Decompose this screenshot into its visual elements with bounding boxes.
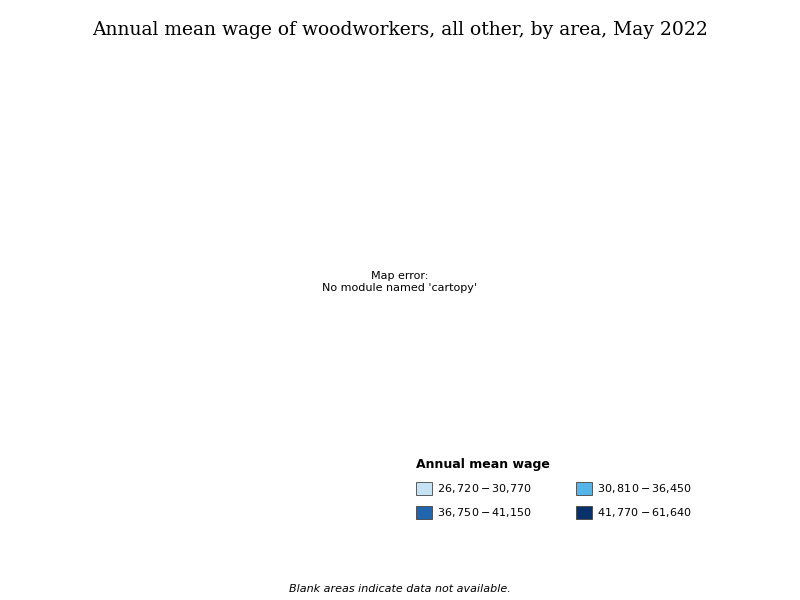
Text: Blank areas indicate data not available.: Blank areas indicate data not available. [289, 584, 511, 594]
Text: $36,750 - $41,150: $36,750 - $41,150 [437, 506, 532, 519]
Text: $30,810 - $36,450: $30,810 - $36,450 [597, 482, 692, 495]
Text: Annual mean wage: Annual mean wage [416, 458, 550, 471]
Text: Map error:
No module named 'cartopy': Map error: No module named 'cartopy' [322, 271, 478, 293]
Text: $41,770 - $61,640: $41,770 - $61,640 [597, 506, 691, 519]
Text: Annual mean wage of woodworkers, all other, by area, May 2022: Annual mean wage of woodworkers, all oth… [92, 21, 708, 39]
Text: $26,720 - $30,770: $26,720 - $30,770 [437, 482, 531, 495]
